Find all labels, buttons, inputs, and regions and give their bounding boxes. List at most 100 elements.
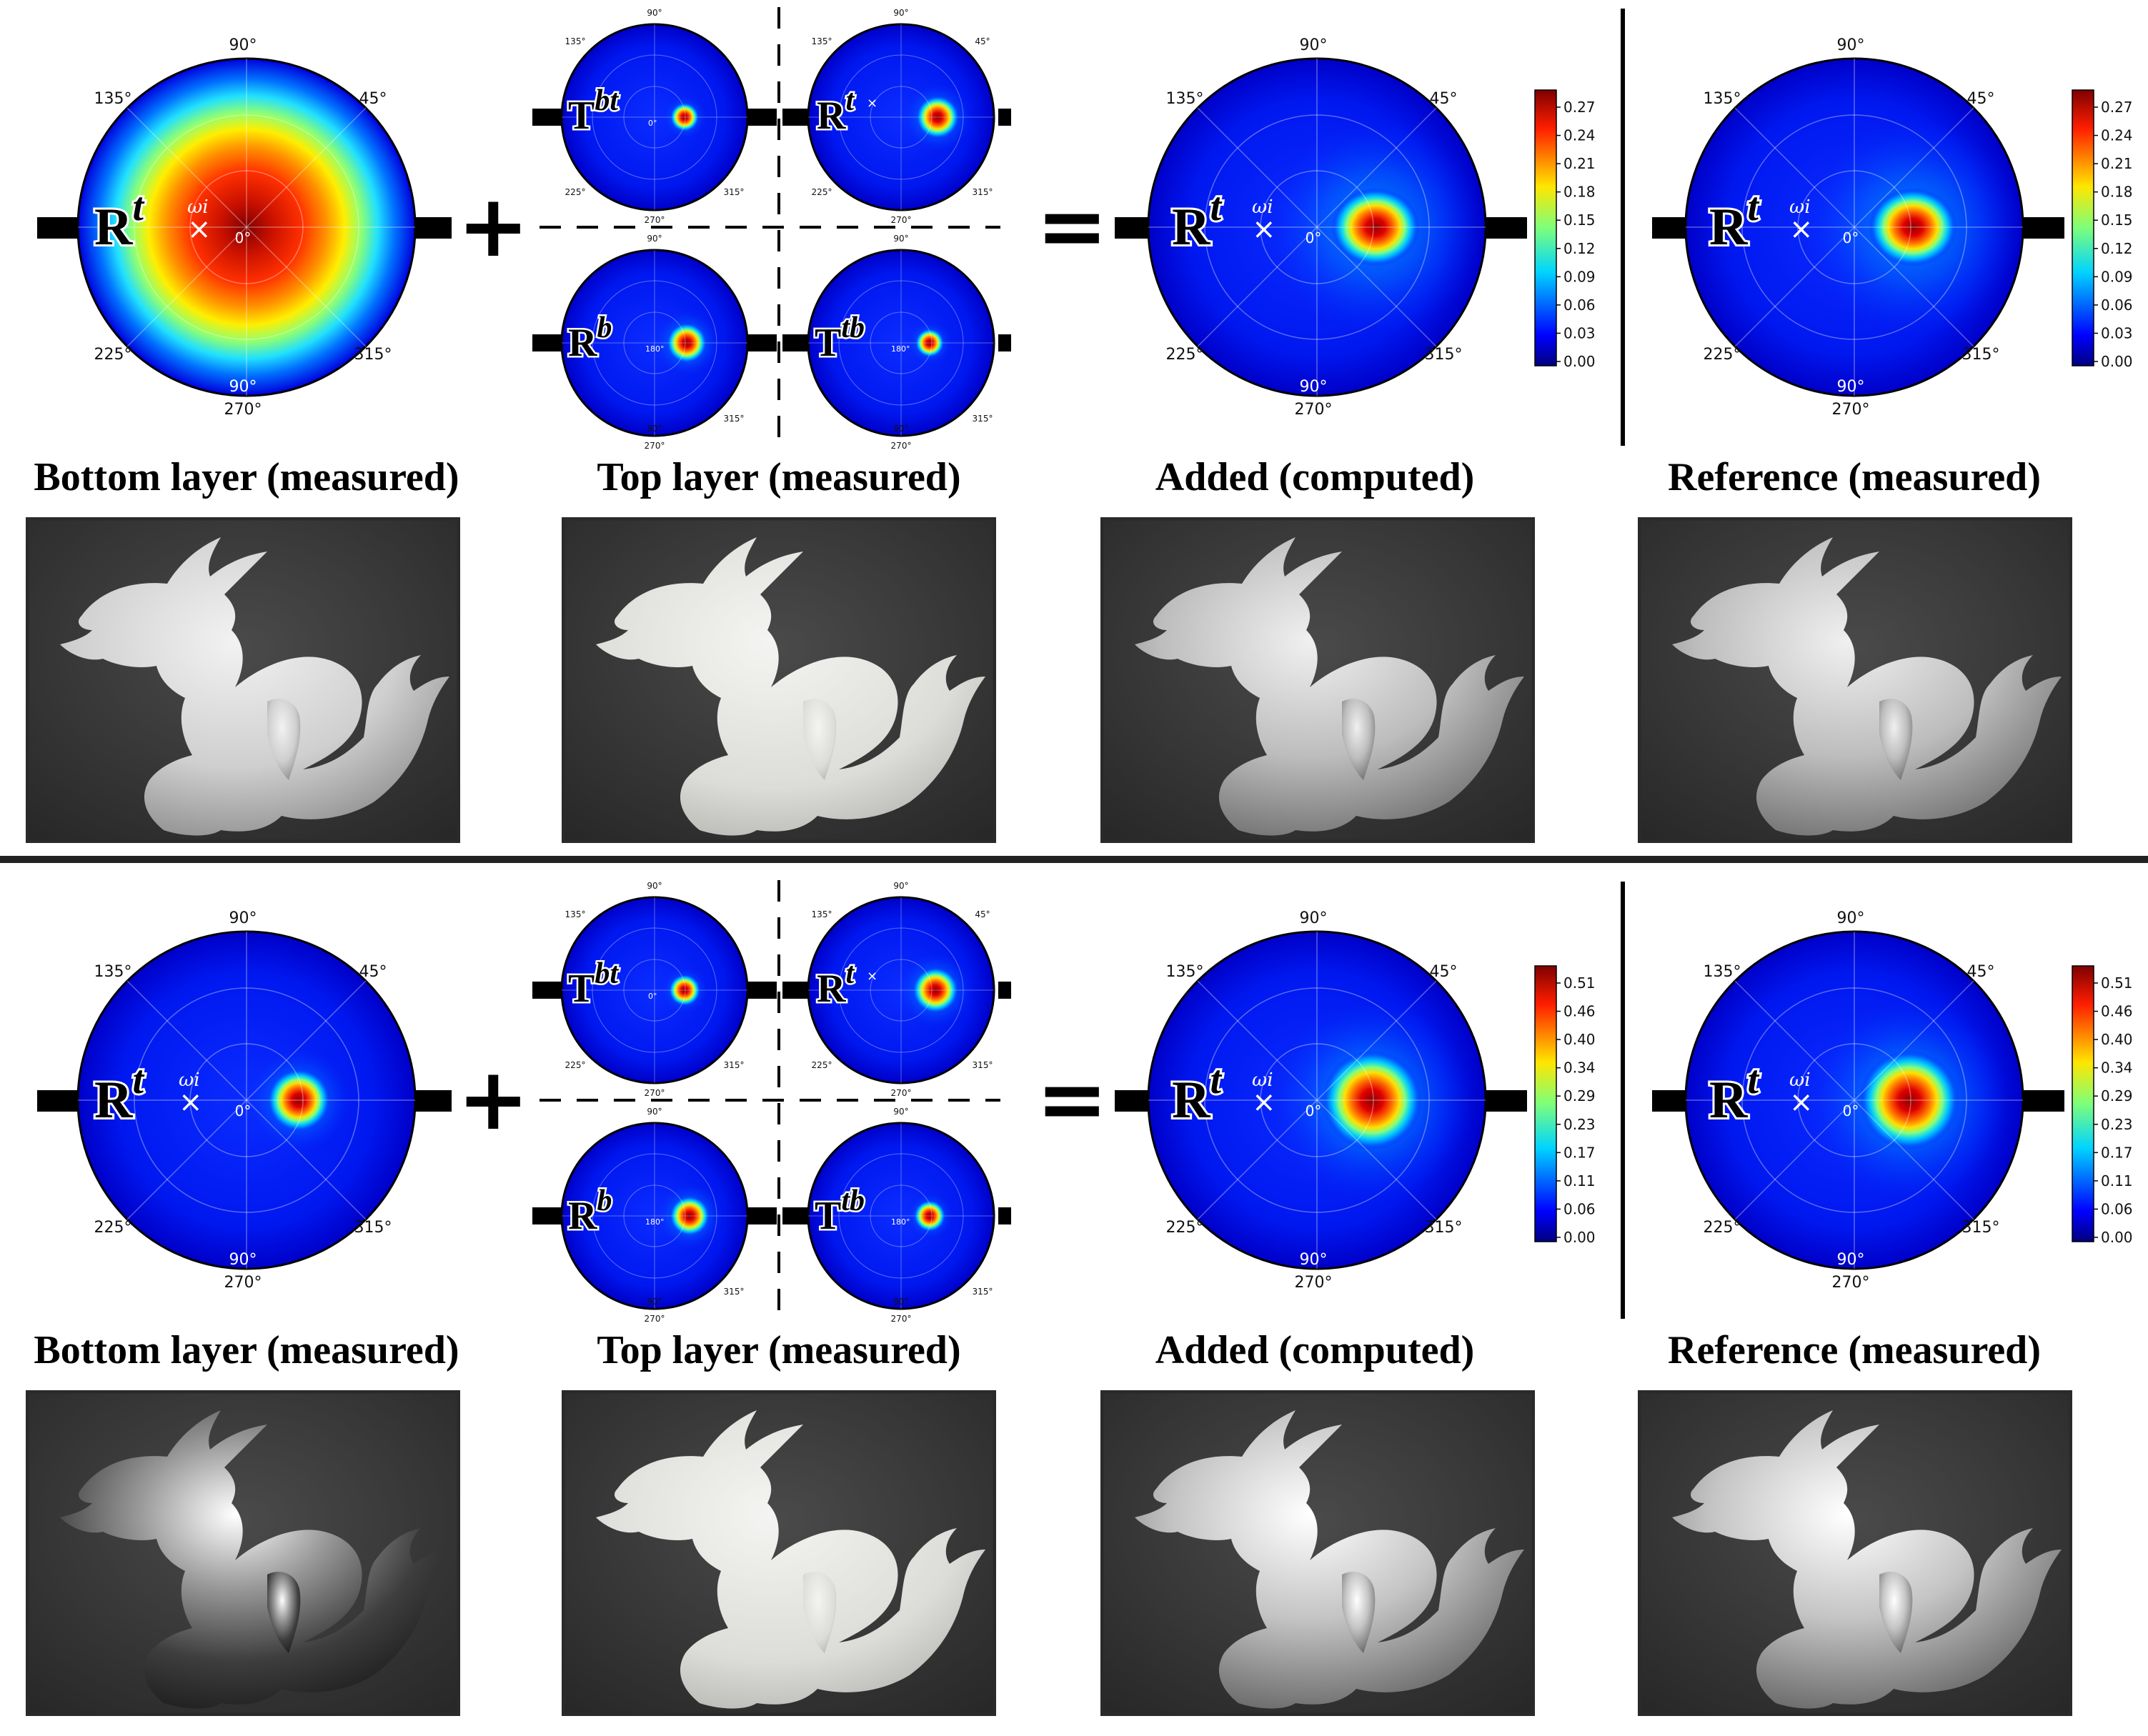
svg-text:90°: 90° [1300,36,1328,54]
plus-operator-2: + [457,1050,529,1149]
svg-text:90°: 90° [893,1297,908,1307]
caption-bottom-layer-2: Bottom layer (measured) [34,1328,459,1372]
svg-text:270°: 270° [645,1314,665,1323]
svg-text:225°: 225° [565,187,586,197]
colorbar-tick-label: 0.03 [1563,324,1596,341]
svg-text:315°: 315° [1962,346,2000,364]
colorbar-tick-label: 0.11 [2101,1172,2133,1189]
svg-text:90°: 90° [893,881,908,891]
colorbar-tick-label: 0.03 [2101,324,2133,341]
svg-text:135°: 135° [812,36,832,46]
colorbar-added-2: 0.51 0.46 0.40 0.34 0.29 0.23 0.17 0.11 0.06 0.00 [1534,965,1596,1246]
svg-text:ωi: ωi [1252,196,1273,218]
colorbar-tick-label: 0.15 [2101,211,2133,229]
panel-label-rt: Rt [94,185,144,256]
svg-text:45°: 45° [1430,90,1458,108]
colorbar-tick-label: 0.29 [2101,1087,2133,1104]
colorbar-reference: 0.27 0.24 0.21 0.18 0.15 0.12 0.09 0.06 0.03 0.00 [2072,89,2133,370]
colorbar-tick-label: 0.09 [1563,268,1596,285]
caption-top-layer-2: Top layer (measured) [597,1328,961,1372]
svg-text:90°: 90° [647,881,662,891]
svg-text:135°: 135° [94,963,132,981]
svg-text:90°: 90° [893,1107,908,1117]
colorbar-tick-label: 0.24 [1563,127,1596,144]
svg-text:270°: 270° [891,1314,912,1323]
svg-text:90°: 90° [647,1297,662,1307]
svg-text:90°: 90° [647,234,662,244]
render-bottom-layer-2 [26,1390,460,1716]
svg-text:90°: 90° [647,424,662,434]
svg-text:315°: 315° [724,414,745,424]
colorbar-tick-label: 0.34 [1563,1059,1596,1077]
svg-text:Tbt: Tbt [568,957,619,1011]
svg-text:270°: 270° [224,1274,262,1292]
polar-plot-ttb: 90° 315° 90° 270° 180° Ttb [782,234,1011,450]
colorbar-tick-label: 0.27 [1563,99,1596,116]
polar-plot-rt-small: 90° 135° 45° 225° 315° 270° × Rt [782,8,1011,225]
colorbar-tick-label: 0.34 [2101,1059,2133,1077]
colorbar-tick-label: 0.40 [1563,1031,1596,1048]
svg-text:315°: 315° [1425,346,1463,364]
caption-added: Added (computed) [1155,455,1475,499]
colorbar-tick-label: 0.17 [2101,1144,2133,1161]
svg-text:90°: 90° [1837,36,1865,54]
svg-text:270°: 270° [891,215,912,225]
svg-text:Rt: Rt [1172,1058,1222,1129]
svg-text:ωi: ωi [179,1069,200,1091]
svg-text:×: × [867,969,877,984]
colorbar-tick-label: 0.18 [2101,184,2133,201]
colorbar-tick-label: 0.12 [2101,240,2133,257]
svg-text:90°: 90° [1300,378,1328,396]
render-added [1100,517,1535,843]
angle-label-315: 315° [354,346,392,364]
figure-row-2: 90° 45° 135° 225° 315° 270° 90° 0° ωi × … [0,873,2148,1736]
figure-row-1: 90° 45° 135° 225° 315° 270° 90° 0° ωi × … [0,0,2148,857]
colorbar-tick-label: 0.46 [1563,1003,1596,1020]
vertical-divider [1621,9,1625,446]
polar-plot-bottom-layer: 90° 45° 135° 225° 315° 270° 90° 0° ωi × … [37,36,452,419]
angle-label-270: 270° [224,401,262,419]
top-layer-polar-grid: 90° 135° 225° 315° 270° 0° Tbt 90° 135° … [532,7,1011,450]
polar-disc [76,57,417,397]
svg-text:225°: 225° [94,1219,132,1237]
caption-bottom-layer: Bottom layer (measured) [34,455,459,499]
colorbar-tick-label: 0.23 [1563,1116,1596,1133]
svg-text:135°: 135° [1166,963,1204,981]
colorbar-tick-label: 0.09 [2101,268,2133,285]
colorbar-tick-label: 0.06 [2101,1200,2133,1217]
svg-text:0°: 0° [1843,229,1859,246]
svg-text:225°: 225° [1166,346,1204,364]
render-reference [1638,517,2072,843]
svg-text:315°: 315° [724,1287,745,1297]
svg-text:×: × [1789,1086,1814,1119]
svg-text:0°: 0° [1306,1102,1322,1119]
svg-text:135°: 135° [1704,963,1741,981]
svg-text:180°: 180° [645,1217,665,1227]
svg-text:315°: 315° [724,187,745,197]
equals-operator-2: = [1036,1050,1108,1149]
polar-plot-added-2: 90° 45° 135° 225° 315° 270° 90° 0° ωi × … [1115,909,1527,1292]
svg-text:90°: 90° [647,8,662,18]
svg-text:90°: 90° [893,8,908,18]
svg-text:270°: 270° [645,1088,665,1098]
svg-text:270°: 270° [1832,401,1870,419]
plus-operator: + [457,177,529,276]
angle-label-90: 90° [229,36,257,54]
colorbar-tick-label: 0.00 [2101,1229,2133,1246]
row-separator [0,856,2148,863]
polar-plot-rb-2: 90° 315° 90° 270° 180° Rb [532,1107,777,1323]
colorbar-tick-label: 0.29 [1563,1087,1596,1104]
colorbar-tick-label: 0.23 [2101,1116,2133,1133]
vertical-divider-2 [1621,882,1625,1319]
svg-text:315°: 315° [354,1219,392,1237]
svg-text:135°: 135° [565,909,586,919]
render-reference-2 [1638,1390,2072,1716]
svg-text:45°: 45° [1967,963,1995,981]
svg-text:315°: 315° [973,414,993,424]
svg-text:0°: 0° [1843,1102,1859,1119]
colorbar-tick-label: 0.46 [2101,1003,2133,1020]
svg-text:Rb: Rb [568,1184,612,1238]
panel-label-rb: Rb [568,311,612,365]
svg-text:90°: 90° [1837,378,1865,396]
panel-label-rt-2: Rt [94,1058,144,1129]
